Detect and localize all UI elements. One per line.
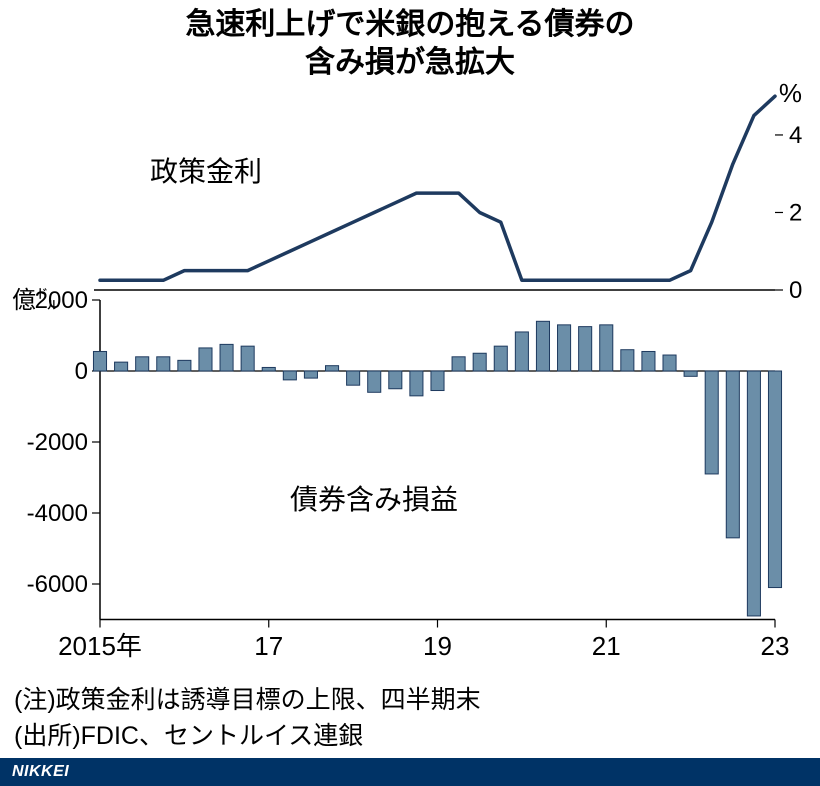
footnote: (注)政策金利は誘導目標の上限、四半期末 (14, 680, 481, 716)
svg-text:0: 0 (789, 277, 802, 304)
svg-text:4: 4 (789, 122, 802, 149)
svg-text:21: 21 (592, 631, 621, 661)
hundred-million-dollar-unit-label: 億㌦ (12, 280, 60, 315)
title-line-2: 含み損が急拡大 (305, 46, 515, 79)
svg-text:2: 2 (789, 199, 802, 226)
svg-text:-6000: -6000 (27, 571, 88, 598)
source-line: (出所)FDIC、セントルイス連銀 (14, 716, 363, 752)
svg-text:19: 19 (423, 631, 452, 661)
brand-text: NIKKEI (12, 763, 69, 781)
svg-text:-4000: -4000 (27, 500, 88, 527)
chart-figure: 急速利上げで米銀の抱える債券の 含み損が急拡大 % 政策金利 億㌦ 債券含み損益… (0, 0, 820, 786)
svg-text:0: 0 (75, 358, 88, 385)
chart-title: 急速利上げで米銀の抱える債券の 含み損が急拡大 (0, 6, 820, 81)
svg-text:23: 23 (761, 631, 790, 661)
svg-text:17: 17 (254, 631, 283, 661)
bond-unrealized-gain-loss-label: 債券含み損益 (290, 478, 458, 518)
chart-svg: 02420000-2000-4000-60002015年17192123 (0, 0, 820, 786)
svg-text:2015年: 2015年 (58, 631, 142, 661)
title-line-1: 急速利上げで米銀の抱える債券の (185, 8, 634, 41)
svg-text:-2000: -2000 (27, 429, 88, 456)
policy-rate-series-label: 政策金利 (150, 150, 262, 190)
brand-footer: NIKKEI (0, 758, 820, 786)
percent-unit-label: % (779, 78, 802, 109)
